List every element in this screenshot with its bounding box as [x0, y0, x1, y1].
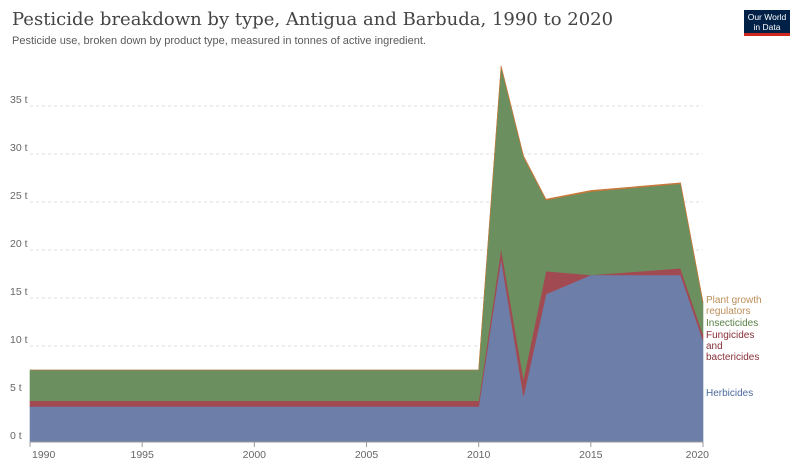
legend-label-plant-growth-regulators[interactable]: Plant growth regulators: [706, 295, 762, 317]
x-tick-label: 2010: [467, 449, 491, 461]
y-tick-label: 30 t: [10, 142, 28, 154]
legend-label-herbicides[interactable]: Herbicides: [706, 388, 753, 399]
x-tick-label: 2020: [686, 449, 710, 461]
logo-line-1: Our World: [747, 12, 787, 22]
y-tick-label: 35 t: [10, 94, 28, 106]
y-tick-label: 5 t: [10, 382, 22, 394]
x-tick-label: 2000: [243, 449, 267, 461]
x-axis: 1990 1995 2000 2005 2010 2015 2020: [29, 441, 710, 461]
legend-label-fungicides-and-bactericides[interactable]: Fungicides and bactericides: [706, 330, 759, 363]
x-tick-label: 1990: [32, 449, 56, 461]
owid-logo[interactable]: Our World in Data: [744, 10, 790, 36]
y-tick-label: 10 t: [10, 334, 28, 346]
chart-subtitle: Pesticide use, broken down by product ty…: [12, 35, 426, 47]
x-tick-label: 2015: [579, 449, 603, 461]
y-axis: 0 t 5 t 10 t 15 t 20 t 25 t 30 t 35 t: [10, 94, 28, 442]
stacked-areas: [29, 65, 704, 443]
y-tick-label: 0 t: [10, 430, 22, 442]
chart-title: Pesticide breakdown by type, Antigua and…: [12, 9, 614, 30]
legend-label-insecticides[interactable]: Insecticides: [706, 318, 758, 329]
x-tick-label: 1995: [130, 449, 154, 461]
logo-line-2: in Data: [753, 21, 781, 32]
y-tick-label: 15 t: [10, 286, 28, 298]
area-plant-growth-regulators[interactable]: [30, 65, 704, 371]
y-tick-label: 25 t: [10, 190, 28, 202]
area-herbicides[interactable]: [29, 258, 704, 443]
x-tick-label: 2005: [355, 449, 379, 461]
legend: Plant growth regulatorsInsecticidesFungic…: [706, 295, 762, 399]
y-tick-label: 20 t: [10, 238, 28, 250]
